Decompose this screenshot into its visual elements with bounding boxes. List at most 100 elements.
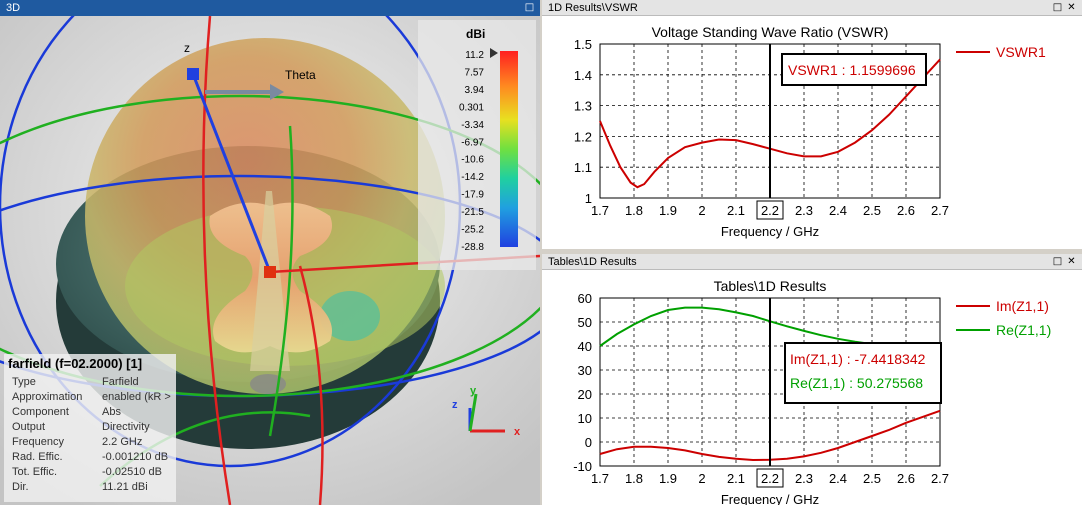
color-scale-bar <box>500 51 518 247</box>
scale-tick-label: 0.301 <box>459 102 484 113</box>
scale-tick-label: -28.8 <box>461 242 484 253</box>
x-tick-label: 1.7 <box>591 203 609 218</box>
scale-tick-label: 7.57 <box>465 67 485 78</box>
info-row-label: Approximation <box>12 391 83 403</box>
feed-port-icon <box>250 374 286 394</box>
x-tick-label: 1.9 <box>659 203 677 218</box>
y-tick-label: 20 <box>578 387 592 402</box>
scale-tick-label: -3.34 <box>461 120 484 131</box>
x-tick-label: 2.5 <box>863 203 881 218</box>
scale-tick-label: -6.97 <box>461 137 484 148</box>
panel-tables-title: Tables\1D Results <box>548 256 637 268</box>
feed-line <box>250 191 290 371</box>
triad-y-line <box>468 393 478 432</box>
scale-pointer-icon <box>490 48 498 58</box>
y-tick-label: 60 <box>578 291 592 306</box>
triad-x-label: x <box>514 426 521 438</box>
x-tick-label: 2.1 <box>727 471 745 486</box>
info-row-label: Dir. <box>12 481 29 493</box>
x-tick-label: 2 <box>698 471 705 486</box>
farfield-info-box: farfield (f=02.2000) [1] Type Farfield App… <box>4 354 176 502</box>
theta-arrowhead <box>270 84 284 100</box>
info-row-label: Tot. Effic. <box>12 466 58 478</box>
x-tick-label: 2.3 <box>795 471 813 486</box>
maximize-icon[interactable]: □ <box>1052 256 1063 267</box>
y-tick-label: 40 <box>578 339 592 354</box>
z-axis-cap <box>187 68 199 80</box>
y-tick-label: -10 <box>573 459 592 474</box>
x-tick-label: 2.2 <box>761 471 779 486</box>
theta-label: Theta <box>285 68 316 82</box>
z-axis-line <box>191 73 272 273</box>
y-tick-label: 30 <box>578 363 592 378</box>
panel-tables[interactable]: Tables\1D Results □ ✕ Tables\1D Results 1… <box>542 254 1082 505</box>
info-row-label: Rad. Effic. <box>12 451 63 463</box>
panel-3d-titlebar[interactable]: 3D □ <box>0 0 540 16</box>
marker-readout: VSWR1 : 1.1599696 <box>788 62 916 78</box>
pattern-teal-lobe <box>320 291 380 341</box>
scale-tick-label: -21.5 <box>461 207 484 218</box>
info-row-label: Component <box>12 406 69 418</box>
close-icon[interactable]: ✕ <box>1067 256 1076 267</box>
scale-tick-label: 3.94 <box>465 85 485 96</box>
info-row-value: 2.2 GHz <box>102 436 143 448</box>
y-tick-label: 10 <box>578 411 592 426</box>
scale-tick-label: -14.2 <box>461 172 484 183</box>
scale-tick-label: 11.2 <box>465 50 484 61</box>
panel-vswr-titlebar[interactable]: 1D Results\VSWR □ ✕ <box>542 0 1082 16</box>
x-axis-label: Frequency / GHz <box>721 492 819 505</box>
triad-z-label: z <box>452 399 458 411</box>
y-tick-label: 50 <box>578 315 592 330</box>
info-row-value: Abs <box>102 406 121 418</box>
z-axis-label: z <box>184 41 190 55</box>
panel-tables-titlebar[interactable]: Tables\1D Results □ ✕ <box>542 254 1082 270</box>
red-meridian <box>202 16 232 505</box>
close-icon[interactable]: ✕ <box>1067 2 1076 13</box>
info-row-value: 11.21 dBi <box>102 481 148 493</box>
panel-vswr-title: 1D Results\VSWR <box>548 2 638 14</box>
y-tick-label: 1.5 <box>574 37 592 52</box>
x-tick-label: 2.4 <box>829 471 847 486</box>
y-tick-label: 1 <box>585 191 592 206</box>
maximize-icon[interactable]: □ <box>1052 2 1063 13</box>
legend-label: Re(Z1,1) <box>996 322 1051 338</box>
x-tick-label: 2.1 <box>727 203 745 218</box>
tables-chart[interactable]: Tables\1D Results 1.7 1.8 1.9 2 2.1 2.2 2.3 2.4 2… <box>542 270 1082 505</box>
triad-y-label: y <box>470 385 477 397</box>
marker-readout-box <box>781 53 927 86</box>
green-circle-a <box>0 94 540 398</box>
info-row-label: Output <box>12 421 46 433</box>
panel-3d[interactable]: 3D □ <box>0 0 540 505</box>
x-tick-label: 1.7 <box>591 471 609 486</box>
farfield-3d-view[interactable]: z Theta dBi 11.2 7.57 3.94 0.301 -3.34 -6.97 -… <box>0 16 540 505</box>
red-meridian-2 <box>298 265 324 505</box>
x-tick-label: 2.5 <box>863 471 881 486</box>
y-tick-label: 1.4 <box>574 68 592 83</box>
vswr-chart[interactable]: Voltage Standing Wave Ratio (VSWR) 1.7 1.8… <box>542 16 1082 249</box>
chart-title: Tables\1D Results <box>714 278 827 294</box>
info-row-value: enabled (kR > <box>102 391 171 403</box>
info-row-label: Type <box>12 376 36 388</box>
info-header: farfield (f=02.2000) [1] <box>8 356 143 371</box>
maximize-icon[interactable]: □ <box>524 2 535 13</box>
x-axis-label: Frequency / GHz <box>721 224 819 239</box>
x-tick-label: 2.6 <box>897 471 915 486</box>
info-row-value: -0.001210 dB <box>102 451 169 463</box>
marker-x-box <box>756 200 784 220</box>
marker-readout-box <box>784 342 942 404</box>
scale-tick-label: -17.9 <box>461 190 484 201</box>
panel-3d-title: 3D <box>6 2 21 14</box>
marker-readout-im: Im(Z1,1) : -7.4418342 <box>790 351 926 367</box>
x-tick-label: 2.4 <box>829 203 847 218</box>
legend-label: VSWR1 <box>996 44 1046 60</box>
x-tick-label: 2.6 <box>897 203 915 218</box>
legend-label: Im(Z1,1) <box>996 298 1049 314</box>
x-tick-label: 1.8 <box>625 203 643 218</box>
series-line <box>599 58 941 189</box>
x-tick-label: 2.7 <box>931 471 949 486</box>
panel-vswr[interactable]: 1D Results\VSWR □ ✕ Voltage Standing Wav… <box>542 0 1082 249</box>
x-tick-label: 2.7 <box>931 203 949 218</box>
marker-x-box <box>756 468 784 488</box>
x-tick-label: 2.3 <box>795 203 813 218</box>
origin-marker <box>264 266 276 278</box>
